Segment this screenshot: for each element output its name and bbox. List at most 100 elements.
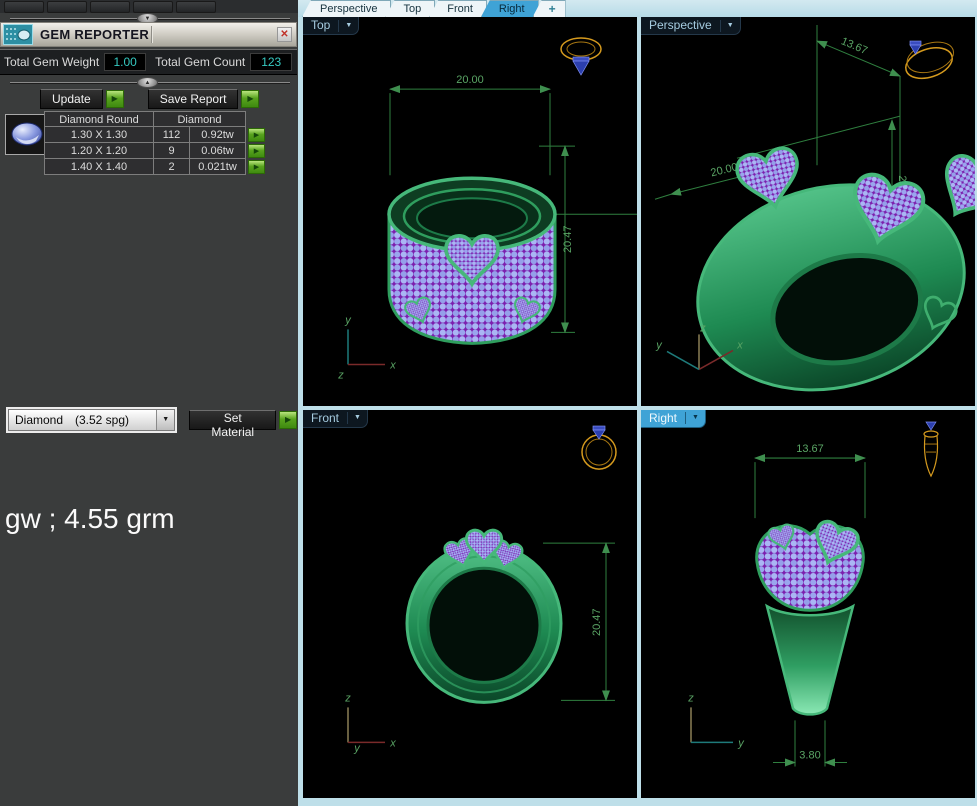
- gem-reporter-titlebar[interactable]: GEM REPORTER ✕: [0, 22, 297, 47]
- play-icon: ▶: [247, 94, 254, 103]
- viewport-right: Right ▼ 13.67 3.80: [641, 409, 975, 799]
- gem-size-cell: 1.20 X 1.20: [44, 143, 154, 159]
- front-view-canvas[interactable]: 20.47: [303, 410, 637, 799]
- row-select-button[interactable]: ▶: [248, 160, 265, 174]
- play-icon: ▶: [285, 415, 292, 424]
- toolbar-fragment: [0, 0, 298, 13]
- dimension-label: 20.00: [709, 161, 739, 179]
- chevron-down-icon[interactable]: ▼: [347, 412, 367, 424]
- row-select-button[interactable]: ▶: [248, 144, 265, 158]
- save-report-run-button[interactable]: ▶: [241, 89, 260, 108]
- row-select-button[interactable]: ▶: [248, 128, 265, 142]
- toolbar-button[interactable]: [133, 1, 173, 13]
- gem-table-section: Diamond Round Diamond 1.30 X 1.30 112 0.…: [0, 111, 297, 191]
- view-orientation-ring-icon: [560, 37, 602, 76]
- tab-top[interactable]: Top: [385, 0, 436, 17]
- top-view-canvas[interactable]: 20.00 20.47: [303, 17, 637, 406]
- toolbar-button[interactable]: [4, 1, 44, 13]
- viewport-perspective-label[interactable]: Perspective ▼: [641, 17, 741, 35]
- gem-reporter-panel: ▼ GEM REPORTER ✕ Total Gem Weight 1.00 T…: [0, 0, 299, 806]
- axis-indicator: z x y: [344, 692, 396, 754]
- chevron-down-icon[interactable]: ▼: [685, 412, 705, 424]
- toolbar-button[interactable]: [176, 1, 216, 13]
- viewport-grid: Top ▼ 20.00 20.47: [303, 17, 975, 798]
- svg-text:y: y: [655, 339, 663, 351]
- dimension-label: 20.00: [456, 74, 484, 86]
- svg-text:y: y: [353, 742, 361, 754]
- axis-indicator: y x z: [337, 314, 396, 381]
- gem-count-cell: 9: [154, 143, 190, 159]
- ring-model-right-view: [755, 516, 865, 716]
- material-row: Diamond (3.52 spg) ▼ Set Material ▶: [0, 407, 297, 439]
- view-orientation-ring-icon: [581, 425, 617, 470]
- viewport-top-label[interactable]: Top ▼: [303, 17, 360, 35]
- tab-front[interactable]: Front: [429, 0, 487, 17]
- viewport-top: Top ▼ 20.00 20.47: [303, 17, 637, 406]
- svg-text:y: y: [344, 314, 352, 326]
- total-gem-count-value[interactable]: 123: [250, 53, 293, 71]
- dimension-label: 20.47: [562, 226, 574, 254]
- save-report-button[interactable]: Save Report: [147, 88, 239, 109]
- play-icon: ▶: [253, 131, 260, 139]
- view-orientation-ring-icon: [923, 421, 939, 477]
- material-dropdown[interactable]: Diamond (3.52 spg) ▼: [8, 408, 176, 431]
- set-material-button[interactable]: Set Material: [189, 409, 277, 439]
- right-view-canvas[interactable]: 13.67 3.80: [641, 410, 975, 799]
- tab-right[interactable]: Right: [480, 0, 539, 17]
- perspective-view-canvas[interactable]: 13.67 20.47 20.00: [641, 17, 975, 406]
- gem-image: [5, 114, 50, 155]
- col-header-diamond-round: Diamond Round: [44, 111, 154, 127]
- expand-handle[interactable]: ▲: [137, 77, 158, 88]
- chevron-up-icon: ▲: [144, 79, 151, 86]
- dropdown-arrow-button[interactable]: ▼: [156, 409, 175, 430]
- tab-perspective[interactable]: Perspective: [302, 0, 392, 17]
- update-button[interactable]: Update: [40, 88, 103, 109]
- chevron-down-icon: ▼: [144, 15, 151, 22]
- chevron-down-icon[interactable]: ▼: [338, 19, 358, 32]
- viewport-title: Top: [311, 18, 331, 32]
- close-button[interactable]: ✕: [277, 27, 292, 42]
- actions-row: Update ▶ Save Report ▶: [0, 88, 297, 109]
- axis-indicator: z y: [687, 692, 745, 749]
- svg-text:x: x: [736, 339, 743, 351]
- update-run-button[interactable]: ▶: [105, 89, 124, 108]
- viewport-title: Perspective: [649, 18, 712, 32]
- toolbar-button[interactable]: [90, 1, 130, 13]
- toolbar-button[interactable]: [47, 1, 87, 13]
- gem-table-row[interactable]: 1.20 X 1.20 9 0.06tw ▶: [44, 143, 265, 159]
- material-density: (3.52 spg): [75, 412, 130, 427]
- dimension-label: 20.47: [591, 608, 603, 636]
- play-icon: ▶: [253, 163, 260, 171]
- totals-row: Total Gem Weight 1.00 Total Gem Count 12…: [0, 49, 297, 75]
- set-material-run-button[interactable]: ▶: [279, 410, 297, 429]
- gem-table: Diamond Round Diamond 1.30 X 1.30 112 0.…: [44, 111, 265, 175]
- viewport-front: Front ▼ 20.47: [303, 409, 637, 799]
- view-orientation-ring-icon: [905, 40, 955, 80]
- gem-weight-cell: 0.021tw: [190, 159, 246, 175]
- material-name: Diamond: [15, 412, 64, 427]
- dimension-label: 13.67: [839, 35, 869, 57]
- chevron-down-icon: ▼: [162, 416, 170, 423]
- gem-table-row[interactable]: 1.30 X 1.30 112 0.92tw ▶: [44, 127, 265, 143]
- gem-table-row[interactable]: 1.40 X 1.40 2 0.021tw ▶: [44, 159, 265, 175]
- svg-text:y: y: [737, 737, 745, 749]
- gross-weight-note: gw ; 4.55 grm: [5, 503, 175, 534]
- window-title: GEM REPORTER: [40, 27, 150, 42]
- ring-model-front-view: [405, 528, 563, 704]
- viewport-tabbar: Perspective Top Front Right +: [298, 0, 977, 17]
- viewport-right-label[interactable]: Right ▼: [641, 409, 706, 428]
- panel-splitter-mid: ▲: [0, 77, 298, 88]
- viewport-front-label[interactable]: Front ▼: [303, 409, 368, 428]
- viewport-title: Front: [311, 410, 340, 425]
- dimension-annotations: 20.47: [543, 541, 615, 701]
- total-gem-weight-value[interactable]: 1.00: [104, 53, 147, 71]
- gem-count-cell: 112: [154, 127, 190, 143]
- gem-count-cell: 2: [154, 159, 190, 175]
- chevron-down-icon[interactable]: ▼: [719, 19, 740, 32]
- svg-text:z: z: [337, 369, 344, 381]
- viewport-area: Perspective Top Front Right + Top ▼ 20.0…: [298, 0, 977, 806]
- viewport-title: Right: [649, 410, 678, 425]
- gem-weight-cell: 0.92tw: [190, 127, 246, 143]
- play-icon: ▶: [111, 94, 118, 103]
- gem-weight-cell: 0.06tw: [190, 143, 246, 159]
